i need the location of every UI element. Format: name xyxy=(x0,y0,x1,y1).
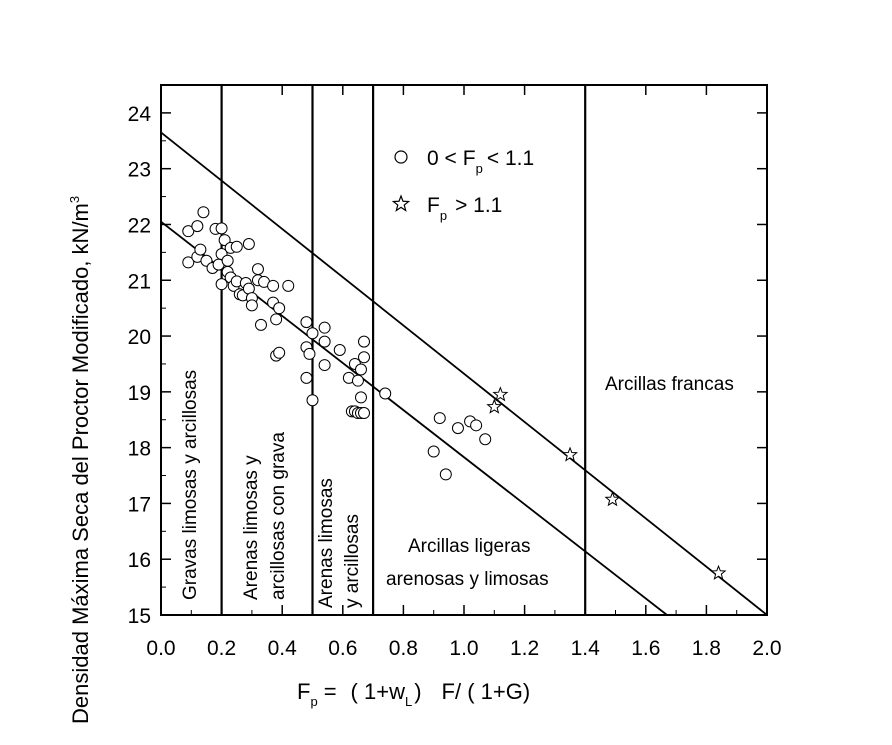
x-tick-label: 0.6 xyxy=(328,637,357,660)
data-point-circle xyxy=(273,302,286,315)
data-point-circle xyxy=(221,254,234,267)
data-point-star xyxy=(486,398,503,414)
data-point-circle xyxy=(242,238,255,250)
data-point-star xyxy=(710,564,727,580)
data-point-circle xyxy=(351,374,364,387)
x-tick-label: 0.2 xyxy=(207,637,236,660)
x-tick-label: 0.0 xyxy=(146,637,175,660)
data-point-star xyxy=(562,446,579,462)
y-tick-label: 23 xyxy=(128,159,151,182)
data-point-circle xyxy=(358,335,371,348)
data-point-circle xyxy=(479,433,492,446)
legend-label-star: Fp > 1.1 xyxy=(427,194,502,223)
legend-circle-marker xyxy=(394,150,408,164)
y-axis-label: Densidad Máxima Seca del Proctor Modific… xyxy=(67,196,93,724)
data-point-circle xyxy=(230,240,243,253)
x-tick-label: 0.4 xyxy=(268,637,298,660)
data-point-circle xyxy=(254,318,267,331)
data-point-circle xyxy=(354,391,367,404)
points-layer xyxy=(182,206,727,580)
data-point-circle xyxy=(303,347,316,360)
region-label-arenas-grava-line2: arcillosas con grava xyxy=(268,432,289,600)
data-point-circle xyxy=(379,387,392,400)
y-tick-label: 22 xyxy=(128,214,151,237)
x-tick-label: 1.0 xyxy=(449,637,478,660)
data-point-star xyxy=(604,491,621,507)
data-point-circle xyxy=(439,468,452,481)
y-tick-label: 17 xyxy=(128,493,151,516)
data-point-circle xyxy=(451,422,464,435)
data-point-circle xyxy=(197,206,210,219)
region-label-arenas-grava-line1: Arenas limosas y xyxy=(241,455,262,600)
data-point-circle xyxy=(300,371,313,384)
x-tick-label: 1.4 xyxy=(571,637,601,660)
data-point-circle xyxy=(427,445,440,458)
region-label-ligeras-line2: arenosas y limosas xyxy=(386,569,549,590)
data-point-circle xyxy=(267,279,280,292)
envelope-line xyxy=(160,131,768,616)
data-point-circle xyxy=(218,234,231,247)
y-tick-label: 16 xyxy=(128,549,151,572)
y-tick-label: 24 xyxy=(128,103,152,126)
y-tick-label: 15 xyxy=(128,605,151,628)
data-point-circle xyxy=(270,313,283,326)
data-point-circle xyxy=(215,222,228,235)
region-label-ligeras-line1: Arcillas ligeras xyxy=(408,536,530,557)
x-tick-label: 0.8 xyxy=(389,637,418,660)
data-point-circle xyxy=(306,394,319,407)
data-point-circle xyxy=(300,316,313,329)
data-point-circle xyxy=(194,243,207,256)
data-point-circle xyxy=(191,220,204,233)
data-point-circle xyxy=(245,299,258,312)
ticks-layer: 0.0 0.2 0.4 0.6 0.8 1.0 1.2 1.4 1.6 1.8 2.0 15 16 17 1… xyxy=(128,85,782,660)
region-label-francas: Arcillas francas xyxy=(605,374,734,395)
data-point-circle xyxy=(182,225,195,238)
data-point-circle xyxy=(354,363,367,376)
y-tick-label: 20 xyxy=(128,326,151,349)
data-point-circle xyxy=(358,407,371,420)
data-point-circle xyxy=(333,344,346,356)
region-label-arenas-line2: y arcillosas xyxy=(342,514,363,608)
data-point-star xyxy=(492,386,509,402)
y-tick-label: 19 xyxy=(128,382,151,405)
data-point-circle xyxy=(306,327,319,340)
data-point-circle xyxy=(318,335,331,348)
x-tick-label: 1.2 xyxy=(510,637,539,660)
data-point-circle xyxy=(318,321,331,334)
data-point-circle xyxy=(470,419,483,432)
y-tick-label: 18 xyxy=(128,438,151,461)
data-point-circle xyxy=(182,256,195,269)
data-point-circle xyxy=(358,351,371,364)
data-point-circle xyxy=(318,359,331,372)
legend-star-marker xyxy=(391,194,411,212)
legend-label-circle: 0 < Fp < 1.1 xyxy=(427,147,534,176)
data-point-circle xyxy=(273,346,286,359)
x-tick-label: 2.0 xyxy=(752,637,781,660)
x-axis-label: Fp =( 1+wL) F/ ( 1+G) xyxy=(297,679,530,709)
region-label-gravas: Gravas limosas y arcillosas xyxy=(180,370,201,600)
data-point-circle xyxy=(251,263,264,276)
x-tick-label: 1.8 xyxy=(692,637,721,660)
legend: 0 < Fp < 1.1 Fp > 1.1 xyxy=(391,147,534,223)
data-point-circle xyxy=(215,278,228,291)
data-point-circle xyxy=(282,279,295,292)
data-point-circle xyxy=(433,412,446,425)
x-tick-label: 1.6 xyxy=(631,637,660,660)
y-tick-label: 21 xyxy=(128,270,151,293)
region-label-arenas-line1: Arenas limosas xyxy=(316,478,337,608)
